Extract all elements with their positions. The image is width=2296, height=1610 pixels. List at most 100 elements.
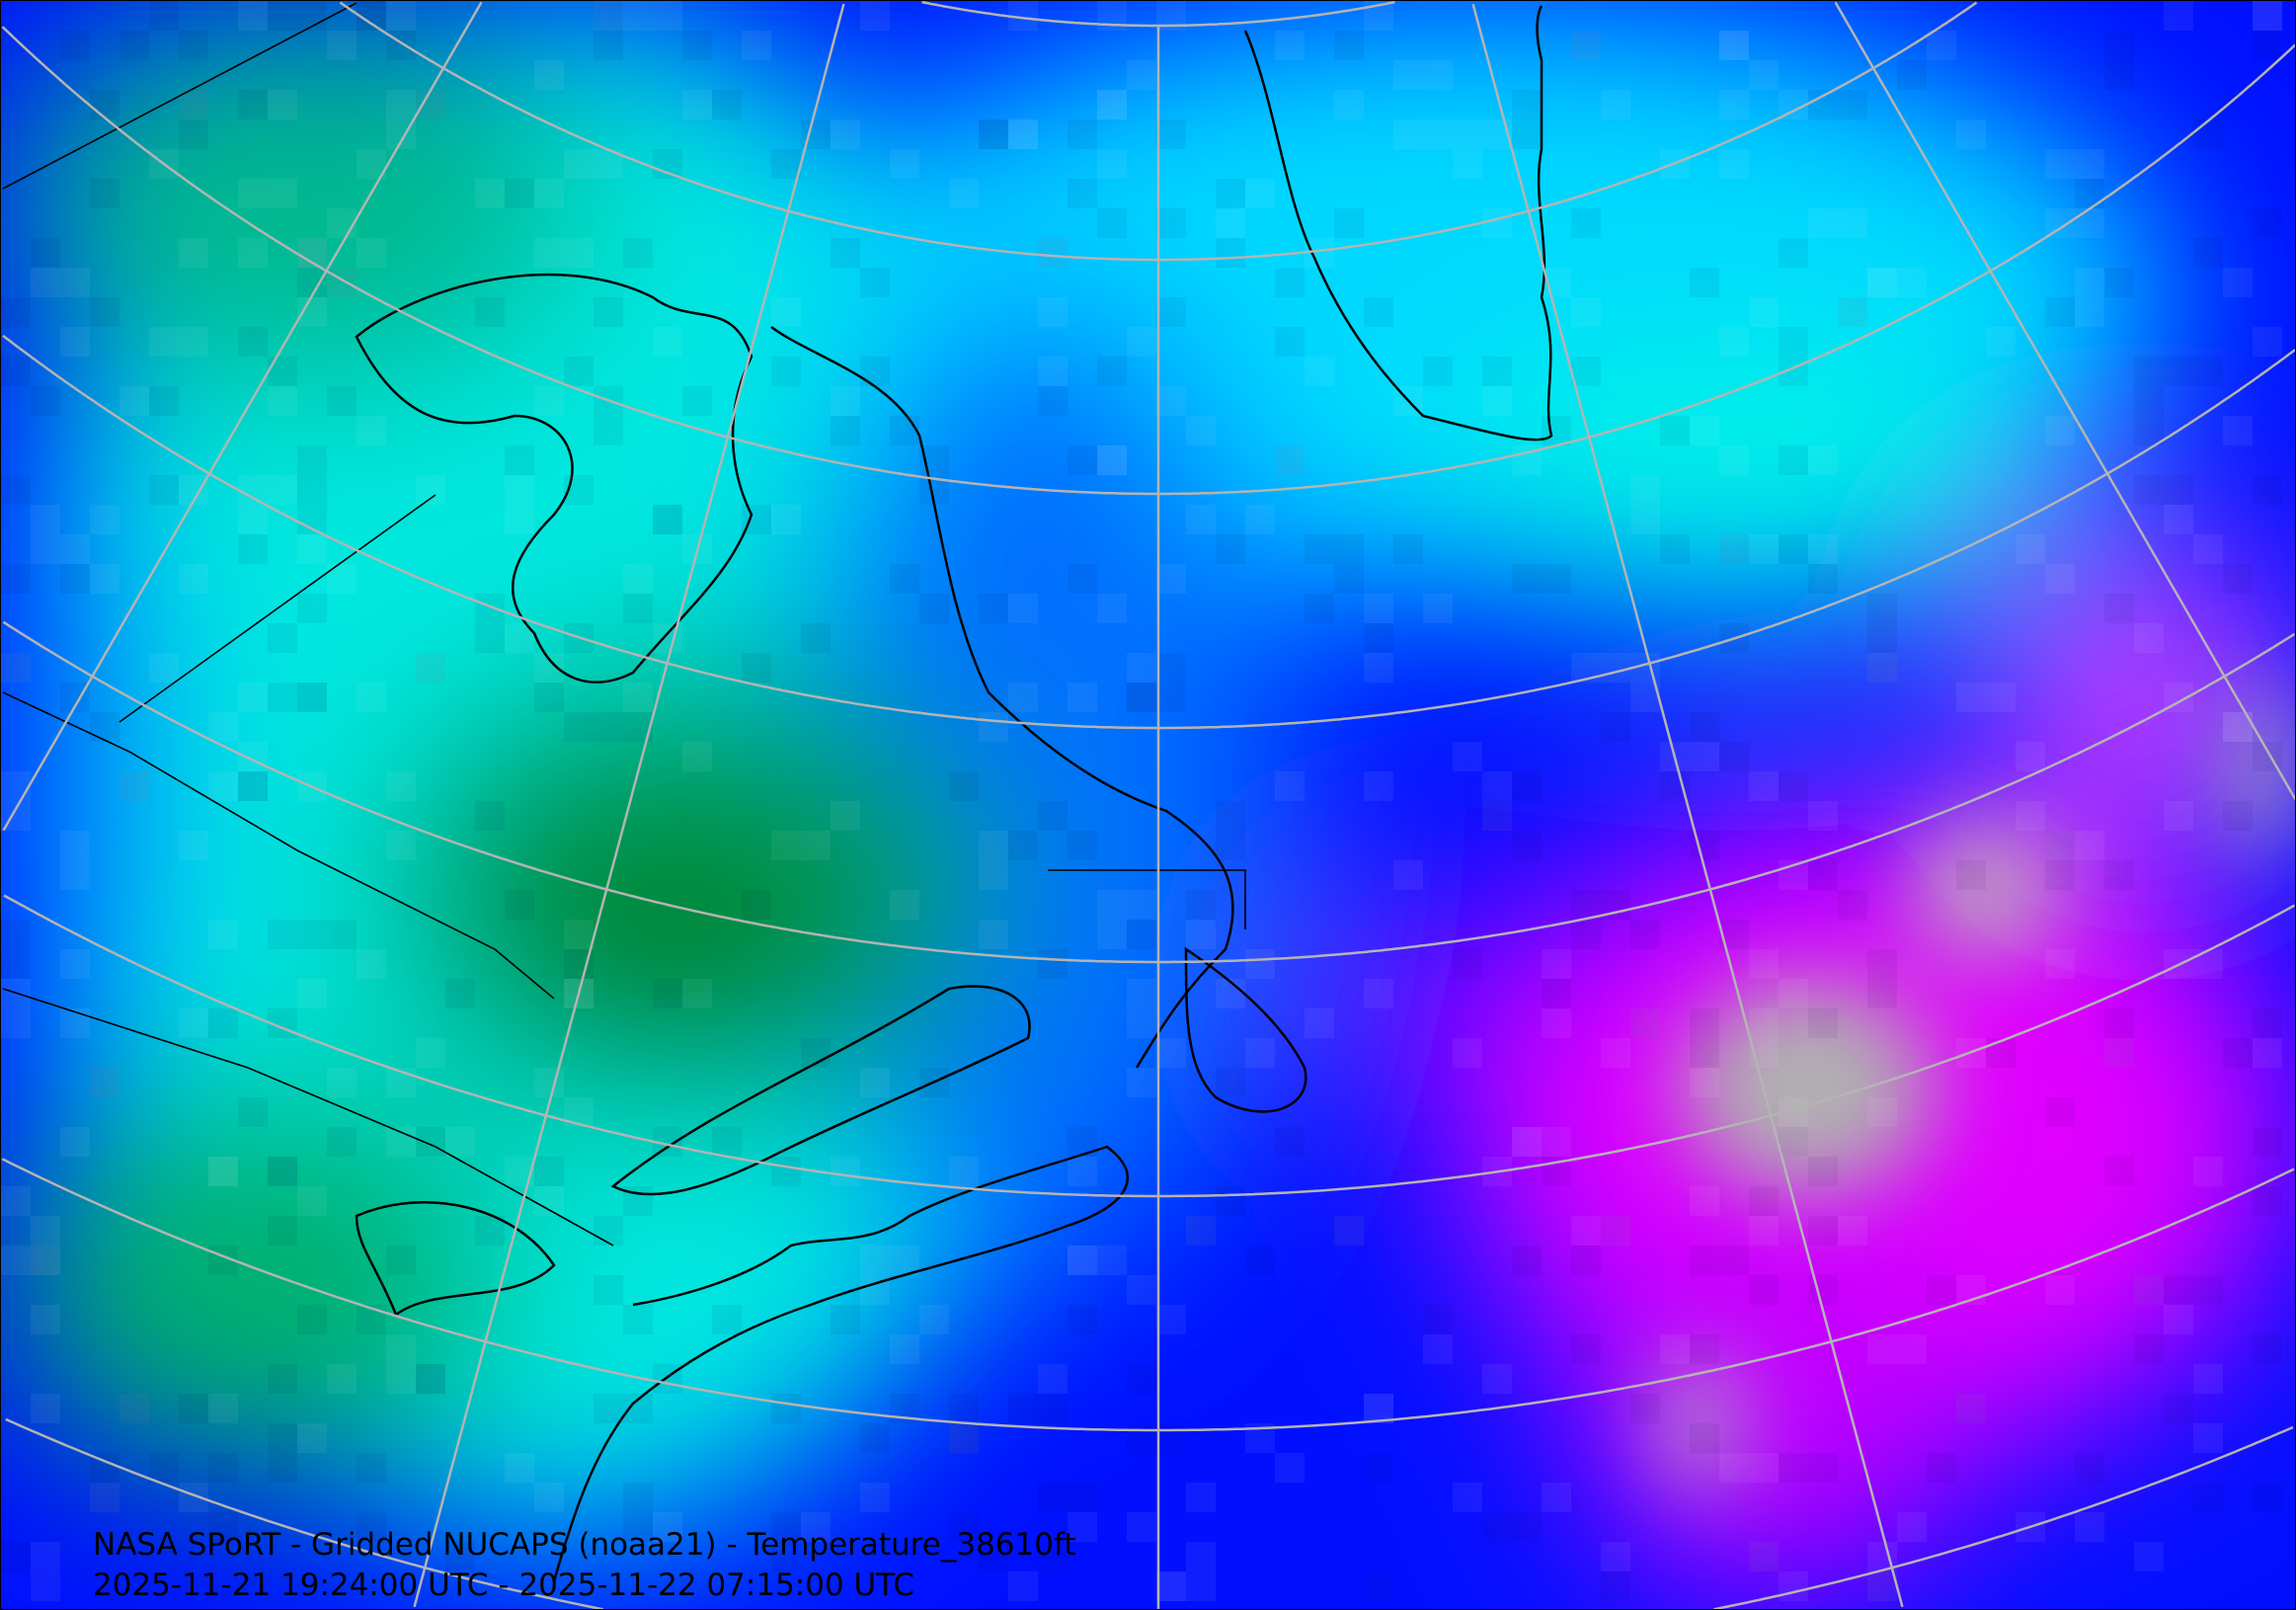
grid-cell [2045,831,2075,860]
grid-cell [1364,653,1393,683]
grid-cell [594,712,623,742]
grid-cell [1690,1246,1719,1275]
grid-cell [771,1512,801,1542]
grid-cell [801,831,831,860]
grid-cell [1127,1008,1156,1038]
grid-cell [1927,1453,1956,1483]
grid-cell [1127,683,1156,712]
grid-cell [2253,1334,2282,1364]
grid-cell [60,327,90,357]
grid-cell [1275,1127,1305,1157]
grid-cell [979,120,1008,149]
grid-cell [60,860,90,890]
grid-cell [1927,31,1956,60]
northeast-us-coast [552,1145,1129,1582]
grid-cell [297,445,327,475]
grid-cell [2253,475,2282,505]
grid-cell [1097,149,1127,179]
grid-cell [179,120,208,149]
grid-cell [564,357,594,386]
grid-cell [1156,1038,1186,1068]
grid-cell [771,357,801,386]
grid-cell [1305,594,1334,623]
grid-cell [1038,801,1068,831]
grid-cell [1601,1216,1630,1246]
grid-cell [623,1305,653,1334]
grid-cell [386,1246,416,1275]
grid-cell [90,297,119,327]
grid-cell [534,1186,564,1216]
grid-cell [90,564,119,594]
grid-cell [2075,1453,2104,1483]
grid-cell [1038,1394,1068,1423]
grid-cell [2075,297,2104,327]
grid-cell [623,1483,653,1512]
grid-cell [1690,712,1719,742]
grid-cell [1512,120,1542,149]
grid-cell [1867,1097,1897,1127]
grid-cell [2193,534,2223,564]
grid-cell [505,475,534,505]
grid-cell [208,920,238,949]
grid-cell [149,327,179,357]
grid-cell [505,179,534,208]
latitude-line [1158,1167,2295,1432]
grid-cell [1334,564,1364,594]
grid-cell [268,386,297,416]
grid-cell [297,683,327,712]
grid-cell [1571,357,1601,386]
grid-cell [2104,31,2134,60]
grid-cell [1216,238,1245,268]
grid-cell [179,238,208,268]
grid-cell [801,623,831,653]
grid-cell [2045,297,2075,327]
grid-cell [831,1305,860,1334]
grid-cell [1038,949,1068,979]
grid-cell [2164,1,2193,31]
grid-cell [208,1157,238,1186]
grid-cell [623,238,653,268]
grid-cell [979,920,1008,949]
grid-cell [1,1246,31,1275]
grid-cell [1068,1305,1097,1334]
latitude-line [2,620,1158,964]
grid-cell [1749,297,1779,327]
grid-cell [1,475,31,505]
grid-cell [1838,890,1867,920]
grid-cell [445,1542,475,1571]
grid-cell [1808,1216,1838,1246]
grid-cell [2193,238,2223,268]
grid-cell [1779,327,1808,357]
grid-cell [327,920,356,949]
territory-border [2,2,357,190]
latitude-line [1158,348,2295,730]
grid-cell [1216,831,1245,860]
grid-cell [2016,742,2045,771]
grid-cell [2223,416,2253,445]
grid-cell [1897,1334,1927,1364]
grid-cell [297,594,327,623]
grid-cell [208,1512,238,1542]
grid-cell [771,831,801,860]
grid-cell [386,771,416,801]
grid-cell [1571,1216,1601,1246]
grid-cell [949,1423,979,1453]
latitude-line [1158,43,2295,496]
grid-cell [2253,31,2282,60]
grid-cell [801,1512,831,1542]
grid-cell [831,238,860,268]
province-border [119,494,436,723]
grid-cell [1008,1394,1038,1423]
grid-cell [1127,653,1156,683]
grid-cell [1127,979,1156,1008]
latitude-line [339,1,1158,262]
grid-cell [1008,594,1038,623]
grid-cell [1393,60,1423,90]
grid-cell [979,594,1008,623]
grid-cell [1216,801,1245,831]
grid-cell [268,1216,297,1246]
grid-cell [1542,564,1571,594]
grid-cell [327,1127,356,1157]
grid-cell [979,712,1008,742]
grid-cell [1156,683,1186,712]
